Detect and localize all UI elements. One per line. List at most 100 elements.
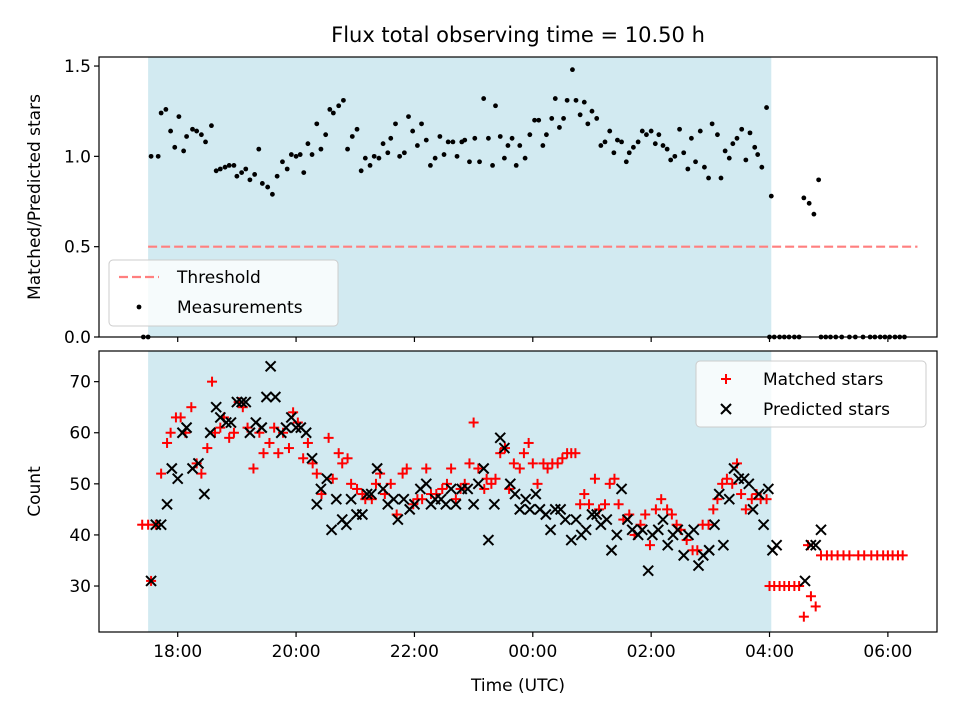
matched-star-point (740, 504, 751, 515)
measurement-point (327, 106, 333, 112)
x-tick-label: 00:00 (508, 642, 557, 662)
measurement-point (660, 143, 666, 148)
measurement-point (414, 143, 420, 148)
predicted-star-point (565, 534, 577, 546)
measurement-point (536, 117, 542, 123)
matched-star-point (532, 478, 543, 489)
predicted-star-point (445, 483, 457, 495)
x-stroke (494, 432, 506, 444)
measurement-point (269, 191, 275, 197)
matched-star-point (311, 468, 322, 479)
matched-star-point (486, 478, 497, 489)
matched-star-point (640, 509, 651, 520)
matched-star-point (473, 463, 484, 474)
predicted-star-point (240, 396, 252, 408)
measurement-point (806, 200, 812, 206)
predicted-star-point (269, 391, 282, 403)
predicted-star-point (356, 508, 369, 521)
x-stroke (290, 421, 302, 434)
predicted-star-point (260, 391, 273, 403)
measurement-point (706, 175, 711, 181)
matched-star-point (575, 499, 586, 510)
measurement-point (184, 134, 189, 139)
predicted-star-point (770, 539, 783, 551)
measurement-point (450, 139, 456, 145)
x-stroke (530, 488, 542, 500)
measurement-point (598, 143, 604, 148)
measurement-point (585, 121, 591, 127)
matched-star-point (599, 499, 610, 510)
matched-star-point (401, 463, 412, 474)
measurement-point (472, 135, 478, 141)
x-stroke (295, 421, 307, 434)
legend-measurement-label: Measurements (177, 298, 303, 318)
y-axis-label: Count (25, 466, 45, 517)
measurement-point (619, 139, 624, 145)
predicted-star-point (586, 508, 598, 521)
matched-star-point (202, 443, 213, 454)
matched-star-point (481, 473, 492, 484)
x-stroke (311, 498, 323, 510)
matched-star-point (437, 483, 448, 494)
matched-star-point (527, 458, 538, 469)
x-stroke (652, 524, 664, 536)
measurement-point (685, 166, 691, 172)
matched-star-point (589, 473, 600, 484)
predicted-star-point (524, 503, 536, 516)
x-stroke (235, 396, 248, 408)
x-stroke (204, 427, 216, 439)
matched-star-point (186, 402, 197, 413)
measurement-point (441, 152, 447, 157)
matched-star-point (446, 463, 457, 474)
matched-star-point (490, 473, 501, 484)
matched-star-point (609, 473, 620, 484)
predicted-star-point (325, 524, 338, 536)
measurement-point (501, 155, 507, 161)
measurement-point (265, 184, 271, 190)
predicted-star-point (530, 488, 542, 500)
predicted-star-point (559, 513, 572, 526)
matched-star-point (538, 458, 549, 469)
x-stroke (799, 575, 811, 587)
matched-star-point (479, 483, 490, 494)
x-stroke (467, 498, 480, 510)
predicted-star-point (461, 483, 474, 495)
predicted-star-point (180, 421, 193, 434)
measurement-point (801, 195, 807, 201)
matched-star-point (196, 468, 207, 479)
measurement-point (362, 155, 368, 161)
measurement-point (635, 139, 641, 145)
legend: Matched stars Predicted stars (695, 360, 927, 428)
matched-star-point (215, 422, 226, 433)
predicted-star-point (155, 519, 167, 531)
measurement-point (454, 153, 460, 159)
predicted-star-point (290, 421, 302, 434)
measurement-point (623, 159, 629, 165)
predicted-star-point (285, 411, 298, 424)
matched-star-point (579, 489, 590, 500)
measurement-point (611, 150, 617, 156)
matched-star-point (662, 504, 673, 515)
axes-frame (98, 350, 938, 633)
y-tick-label: 70 (69, 373, 91, 393)
x-stroke (626, 524, 638, 536)
measurement-point (406, 114, 411, 120)
matched-star-point (283, 443, 294, 454)
matched-star-point (523, 437, 534, 448)
x-stroke (770, 539, 783, 551)
measurement-point (522, 155, 528, 161)
x-tick-label: 02:00 (627, 642, 676, 662)
measurement-point (305, 141, 311, 147)
measurement-point (234, 173, 240, 179)
predicted-star-point (757, 519, 770, 531)
matched-star-point (514, 463, 525, 474)
x-stroke (321, 473, 333, 485)
predicted-star-point (244, 427, 256, 439)
measurement-point (722, 148, 728, 154)
predicted-star-point (210, 401, 222, 413)
measurement-point (222, 164, 228, 170)
measurement-point (570, 67, 575, 73)
predicted-star-point (554, 503, 567, 516)
matched-star-point (727, 478, 738, 489)
x-stroke (728, 462, 740, 475)
